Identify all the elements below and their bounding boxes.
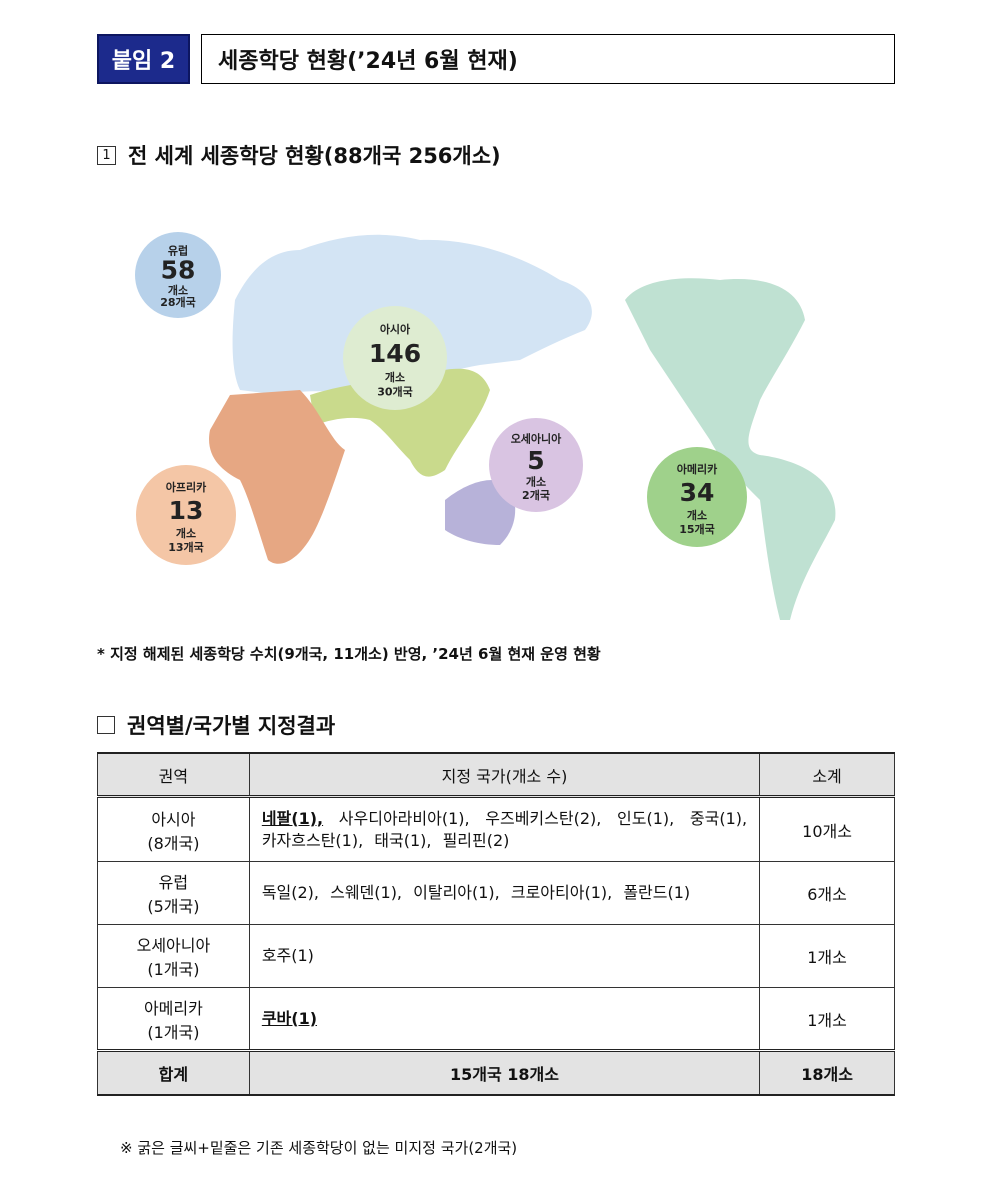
country-item: 독일(2), [261, 883, 320, 902]
total-row: 합계 15개국 18개소 18개소 [97, 1049, 895, 1096]
region-country-count: (1개국) [147, 960, 200, 979]
country-item: 스웨덴(1), [330, 883, 403, 902]
region-bubble [489, 418, 583, 512]
section-heading: 1 전 세계 세종학당 현황(88개국 256개소) [97, 140, 501, 170]
region-unit: 개소 [176, 526, 196, 540]
countries-cell: 호주(1) [248, 924, 761, 988]
map-africa [209, 390, 345, 564]
country-item: 폴란드(1) [623, 883, 691, 902]
country-item: 인도(1), [617, 808, 675, 828]
subtotal-cell: 6개소 [759, 861, 895, 925]
table-row: 아메리카 (1개국) 쿠바(1) 1개소 [97, 987, 895, 1051]
map-australia [445, 480, 516, 545]
attachment-tag: 붙임 2 [97, 34, 190, 84]
page-title: 세종학당 현황(’24년 6월 현재) [201, 34, 895, 84]
region-cell: 아시아 (8개국) [97, 796, 250, 862]
region-countries: 13개국 [168, 540, 204, 554]
footnote: ※ 굵은 글씨+밑줄은 기존 세종학당이 없는 미지정 국가(2개국) [120, 1139, 518, 1157]
header-cell: 권역 [97, 752, 250, 798]
region-count: 13 [169, 496, 204, 525]
region-countries: 28개국 [160, 295, 196, 309]
section-marker: 1 [97, 145, 116, 165]
region-bubble [647, 447, 747, 547]
country-item: 호주(1) [261, 946, 314, 965]
region-name: 아메리카 [143, 998, 203, 1018]
region-name: 아메리카 [677, 462, 717, 476]
region-bubble [135, 232, 221, 318]
region-count: 146 [369, 339, 421, 368]
subtotal-cell: 1개소 [759, 924, 895, 988]
country-item: 네팔(1), [261, 808, 324, 828]
country-item: 카자흐스탄(1), [261, 830, 364, 850]
section-title: 권역별/국가별 지정결과 [127, 714, 336, 738]
region-name: 오세아니아 [511, 431, 562, 445]
region-country-count: (1개국) [147, 1022, 200, 1042]
subtotal-cell: 1개소 [759, 987, 895, 1051]
country-item: 중국(1), [689, 808, 748, 828]
country-item: 쿠바(1) [261, 1008, 318, 1028]
header-cell: 지정 국가(개소 수) [248, 752, 761, 798]
region-bubble [343, 306, 447, 410]
total-cell: 합계 [97, 1049, 250, 1096]
region-name: 아프리카 [166, 480, 206, 494]
region-unit: 개소 [385, 370, 405, 384]
region-count: 34 [680, 478, 715, 507]
country-item: 사우디아라비아(1), [338, 808, 470, 828]
region-unit: 개소 [168, 283, 188, 297]
region-name: 유럽 [168, 243, 188, 257]
country-item: 우즈베키스탄(2), [485, 808, 602, 828]
region-countries: 2개국 [522, 488, 550, 502]
country-item: 태국(1), [374, 830, 432, 850]
total-cell: 15개국 18개소 [248, 1049, 761, 1096]
section-title: 전 세계 세종학당 현황(88개국 256개소) [128, 144, 501, 168]
map-south-asia [310, 368, 490, 477]
region-name: 오세아니아 [136, 936, 211, 955]
map-americas [625, 278, 836, 620]
countries-cell: 쿠바(1) [248, 987, 761, 1051]
world-map: 유럽58개소28개국아시아146개소30개국오세아니아5개소2개국아프리카13개… [135, 232, 836, 620]
table-row: 아시아 (8개국) 네팔(1), 사우디아라비아(1), 우즈베키스탄(2), 인도… [97, 796, 895, 862]
section-heading: 권역별/국가별 지정결과 [97, 710, 335, 740]
region-bubble [136, 465, 236, 565]
region-cell: 오세아니아 (1개국) [97, 924, 250, 988]
countries-cell: 독일(2), 스웨덴(1), 이탈리아(1), 크로아티아(1), 폴란드(1) [248, 861, 761, 925]
country-item: 이탈리아(1), [413, 883, 500, 902]
region-count: 58 [161, 255, 196, 284]
total-cell: 18개소 [759, 1049, 895, 1096]
countries-cell: 네팔(1), 사우디아라비아(1), 우즈베키스탄(2), 인도(1), 중국(… [248, 796, 761, 862]
section-marker-box [97, 716, 115, 734]
region-country-count: (8개국) [147, 833, 200, 853]
country-item: 필리핀(2) [442, 830, 510, 850]
map-note: * 지정 해제된 세종학당 수치(9개국, 11개소) 반영, ’24년 6월 … [97, 645, 601, 663]
country-item: 크로아티아(1), [510, 883, 613, 902]
subtotal-cell: 10개소 [759, 796, 895, 862]
header-row: 권역 지정 국가(개소 수) 소계 [97, 752, 895, 798]
region-name: 아시아 [151, 809, 196, 829]
region-countries: 15개국 [679, 522, 715, 536]
table-row: 유럽 (5개국) 독일(2), 스웨덴(1), 이탈리아(1), 크로아티아(1),… [97, 861, 895, 925]
region-name: 유럽 [158, 873, 189, 892]
region-unit: 개소 [687, 508, 707, 522]
table-row: 오세아니아 (1개국) 호주(1) 1개소 [97, 924, 895, 988]
region-cell: 유럽 (5개국) [97, 861, 250, 925]
region-count: 5 [527, 446, 544, 475]
header-cell: 소계 [759, 752, 895, 798]
region-name: 아시아 [380, 322, 411, 336]
region-cell: 아메리카 (1개국) [97, 987, 250, 1051]
region-country-count: (5개국) [147, 897, 200, 916]
region-countries: 30개국 [377, 384, 413, 398]
region-unit: 개소 [526, 475, 546, 489]
